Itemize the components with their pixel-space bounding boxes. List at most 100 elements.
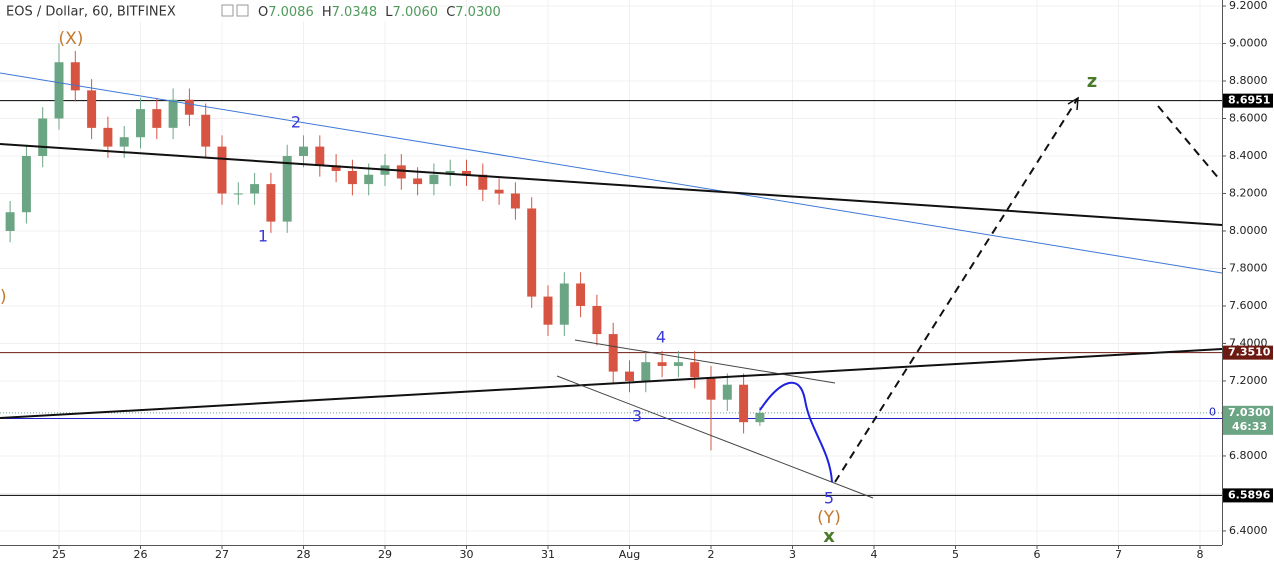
time-axis-bg [0,545,1222,563]
level-label: 8.6951 [1228,94,1270,107]
ohlc-value: 7.0086 [268,5,314,20]
ohlc-value: 7.0348 [332,5,378,20]
x-tick-label: 27 [215,548,229,561]
wave-label: 2 [291,113,301,132]
ohlc-key: O [258,5,268,20]
wave-label: 1 [258,227,268,246]
trend-line [0,72,1223,274]
x-tick-label: 7 [1115,548,1122,561]
x-tick-label: Aug [619,548,640,561]
wave-label: ) [0,287,7,307]
x-tick-label: 29 [378,548,392,561]
icon[interactable] [236,4,249,17]
candle-body [478,174,488,190]
x-tick-label: 6 [1033,548,1040,561]
candle-body [657,362,667,366]
candle-body [5,212,15,231]
x-tick-label: 8 [1196,548,1203,561]
candle-body [625,371,634,381]
x-tick-label: 30 [460,548,474,561]
x-tick-label: 4 [870,548,877,561]
candle-body [315,146,325,166]
candle-body [168,99,178,128]
candle-body [576,283,586,306]
y-tick-label: 8.8000 [1229,74,1268,87]
plot-area: 0 [0,0,1222,545]
candle-body [690,362,700,378]
ohlc-value: 7.0060 [393,5,439,20]
candle-body [347,170,357,185]
candle-body [201,114,211,147]
candle-body [299,146,308,156]
wave-label: 4 [656,328,666,347]
drawings [0,72,1223,499]
wave-labels: (X) 2 1 3 4 5 (Y) x z ) [0,29,1097,547]
candle-body [331,165,341,171]
level-label: 6.5896 [1228,488,1271,501]
header: EOS / Dollar, 60, BITFINEX O7.0086 H7.03… [0,0,501,22]
level-label: 7.3510 [1228,346,1271,359]
candle-body [641,362,651,381]
x-tick-label: 3 [789,548,796,561]
icon[interactable] [221,4,234,17]
wave-label: x [823,526,835,547]
wedge-line [556,375,874,499]
trend-line [0,348,1223,419]
wave-label: 3 [632,407,642,426]
symbol-title: EOS / Dollar, 60, BITFINEX [6,5,176,20]
x-tick-label: 2 [707,548,714,561]
projection-dashed [834,97,1079,483]
candle-body [21,155,31,213]
fib-label: 0 [1209,405,1216,418]
x-tick-label: 31 [541,548,555,561]
candle-body [396,165,406,179]
projection-dashed [1157,105,1221,181]
candle-body [755,412,765,423]
y-tick-label: 7.2000 [1229,374,1268,387]
countdown: 46:33 [1232,420,1267,433]
candle-body [543,296,553,325]
candle-body [559,283,569,325]
candle-body [152,109,162,128]
candle-body [608,334,618,372]
candle-body [250,184,260,194]
ohlc-key: H [322,5,332,20]
last-price-label: 7.0300 [1228,406,1271,419]
ohlc-key: L [385,5,393,20]
candle-body [364,174,374,185]
y-tick-label: 8.4000 [1229,149,1268,162]
arrow-head [1067,96,1079,111]
candle-body [527,208,537,297]
candle-body [673,362,683,366]
wave-label: z [1087,71,1097,92]
y-tick-label: 6.4000 [1229,524,1268,537]
level-label-bg [1223,93,1273,108]
x-tick-label: 28 [297,548,311,561]
candle-body [722,384,732,400]
candle-body [592,305,602,335]
y-tick-label: 8.2000 [1229,186,1268,199]
x-tick-label: 26 [134,548,148,561]
candle-body [184,99,194,115]
candle-body [70,62,80,91]
y-tick-label: 7.8000 [1229,261,1268,274]
wave-label: (X) [59,29,84,49]
candle-body [38,118,48,156]
candle-body [103,127,113,147]
axes: 9.2000 9.0000 8.8000 8.6000 8.4000 8.2000 8.00… [52,0,1273,561]
y-tick-label: 8.0000 [1229,224,1268,237]
x-tick-label: 5 [952,548,959,561]
candle-body [462,170,471,175]
candle-body [706,377,716,400]
candle-body [54,62,64,119]
y-tick-label: 8.6000 [1229,111,1268,124]
candle-body [413,178,423,185]
candle-body [429,174,439,185]
wedge-line [574,339,836,384]
level-label-bg [1223,488,1273,503]
y-tick-label: 6.8000 [1229,449,1268,462]
y-tick-label: 7.6000 [1229,299,1268,312]
trend-line [0,143,1223,226]
header-bg [0,0,420,22]
x-tick-label: 25 [52,548,66,561]
